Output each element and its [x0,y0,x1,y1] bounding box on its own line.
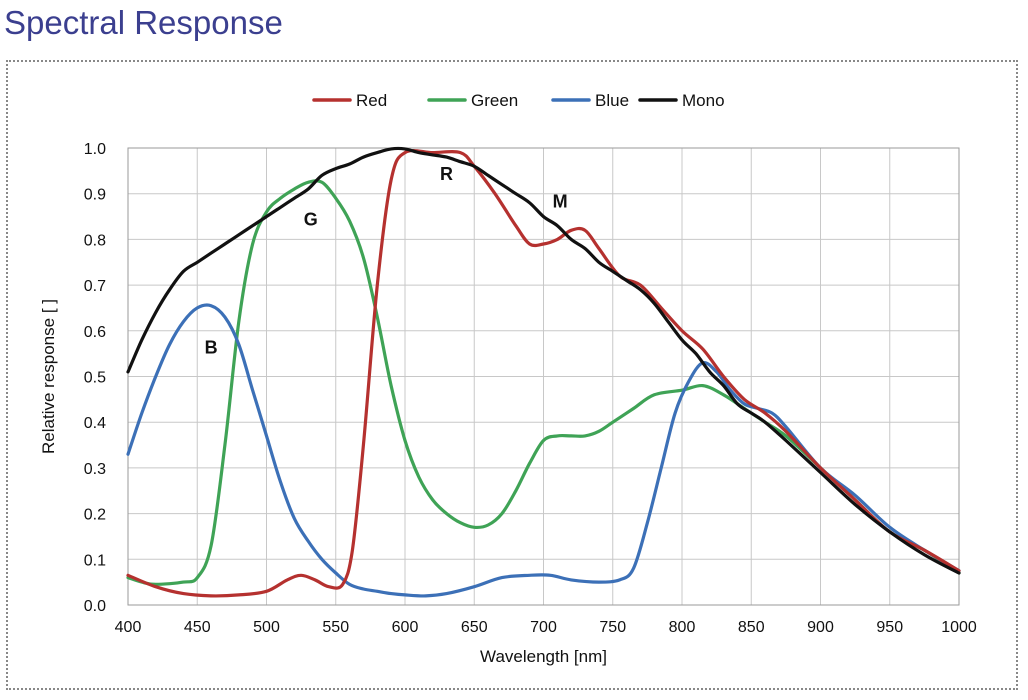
chart-panel: 400 450 500 550 600 650 700 750 800 850 900 950 1000… [6,60,1018,690]
x-tick-label: 800 [669,619,696,636]
x-tick-label: 700 [530,619,557,636]
legend: Red Green Blue Mono [312,91,725,110]
y-tick-label: 0.0 [84,598,106,615]
curve-annotation: G [304,210,318,230]
x-tick-label: 750 [599,619,626,636]
x-tick-label: 450 [184,619,211,636]
series-line-green [126,179,961,586]
y-tick-label: 0.4 [84,415,106,432]
y-tick-label: 1.0 [84,141,106,158]
x-axis-label: Wavelength [nm] [480,647,607,666]
y-tick-label: 0.5 [84,370,106,387]
y-tick-label: 0.6 [84,324,106,341]
x-tick-label: 900 [807,619,834,636]
y-tick-label: 0.2 [84,507,106,524]
x-tick-label: 500 [253,619,280,636]
legend-label-red: Red [356,91,387,110]
x-tick-label: 1000 [941,619,977,636]
page-title: Spectral Response [4,4,283,41]
axis-layer: 400 450 500 550 600 650 700 750 800 850 900 950 1000… [84,141,977,636]
y-tick-label: 0.1 [84,552,106,569]
legend-label-blue: Blue [595,91,629,110]
x-tick-label: 550 [322,619,349,636]
curve-annotation: B [205,338,218,358]
series-line-mono [126,146,961,575]
x-tick-label: 850 [738,619,765,636]
x-tick-label: 400 [115,619,142,636]
legend-label-green: Green [471,91,518,110]
y-tick-label: 0.8 [84,232,106,249]
series-line-blue [126,303,961,598]
spectral-response-chart: 400 450 500 550 600 650 700 750 800 850 900 950 1000… [39,91,977,666]
y-tick-label: 0.3 [84,461,106,478]
y-tick-label: 0.9 [84,187,106,204]
plot-frame [127,147,960,606]
x-tick-label: 600 [392,619,419,636]
series-line-red [126,148,961,598]
y-tick-label: 0.7 [84,278,106,295]
curve-annotation: M [553,191,568,211]
x-tick-label: 650 [461,619,488,636]
annotation-layer: R M G B [205,164,568,358]
legend-label-mono: Mono [682,91,725,110]
y-axis-label: Relative response [ ] [39,299,58,454]
series-layer [126,146,961,598]
x-tick-label: 950 [876,619,903,636]
curve-annotation: R [440,164,453,184]
